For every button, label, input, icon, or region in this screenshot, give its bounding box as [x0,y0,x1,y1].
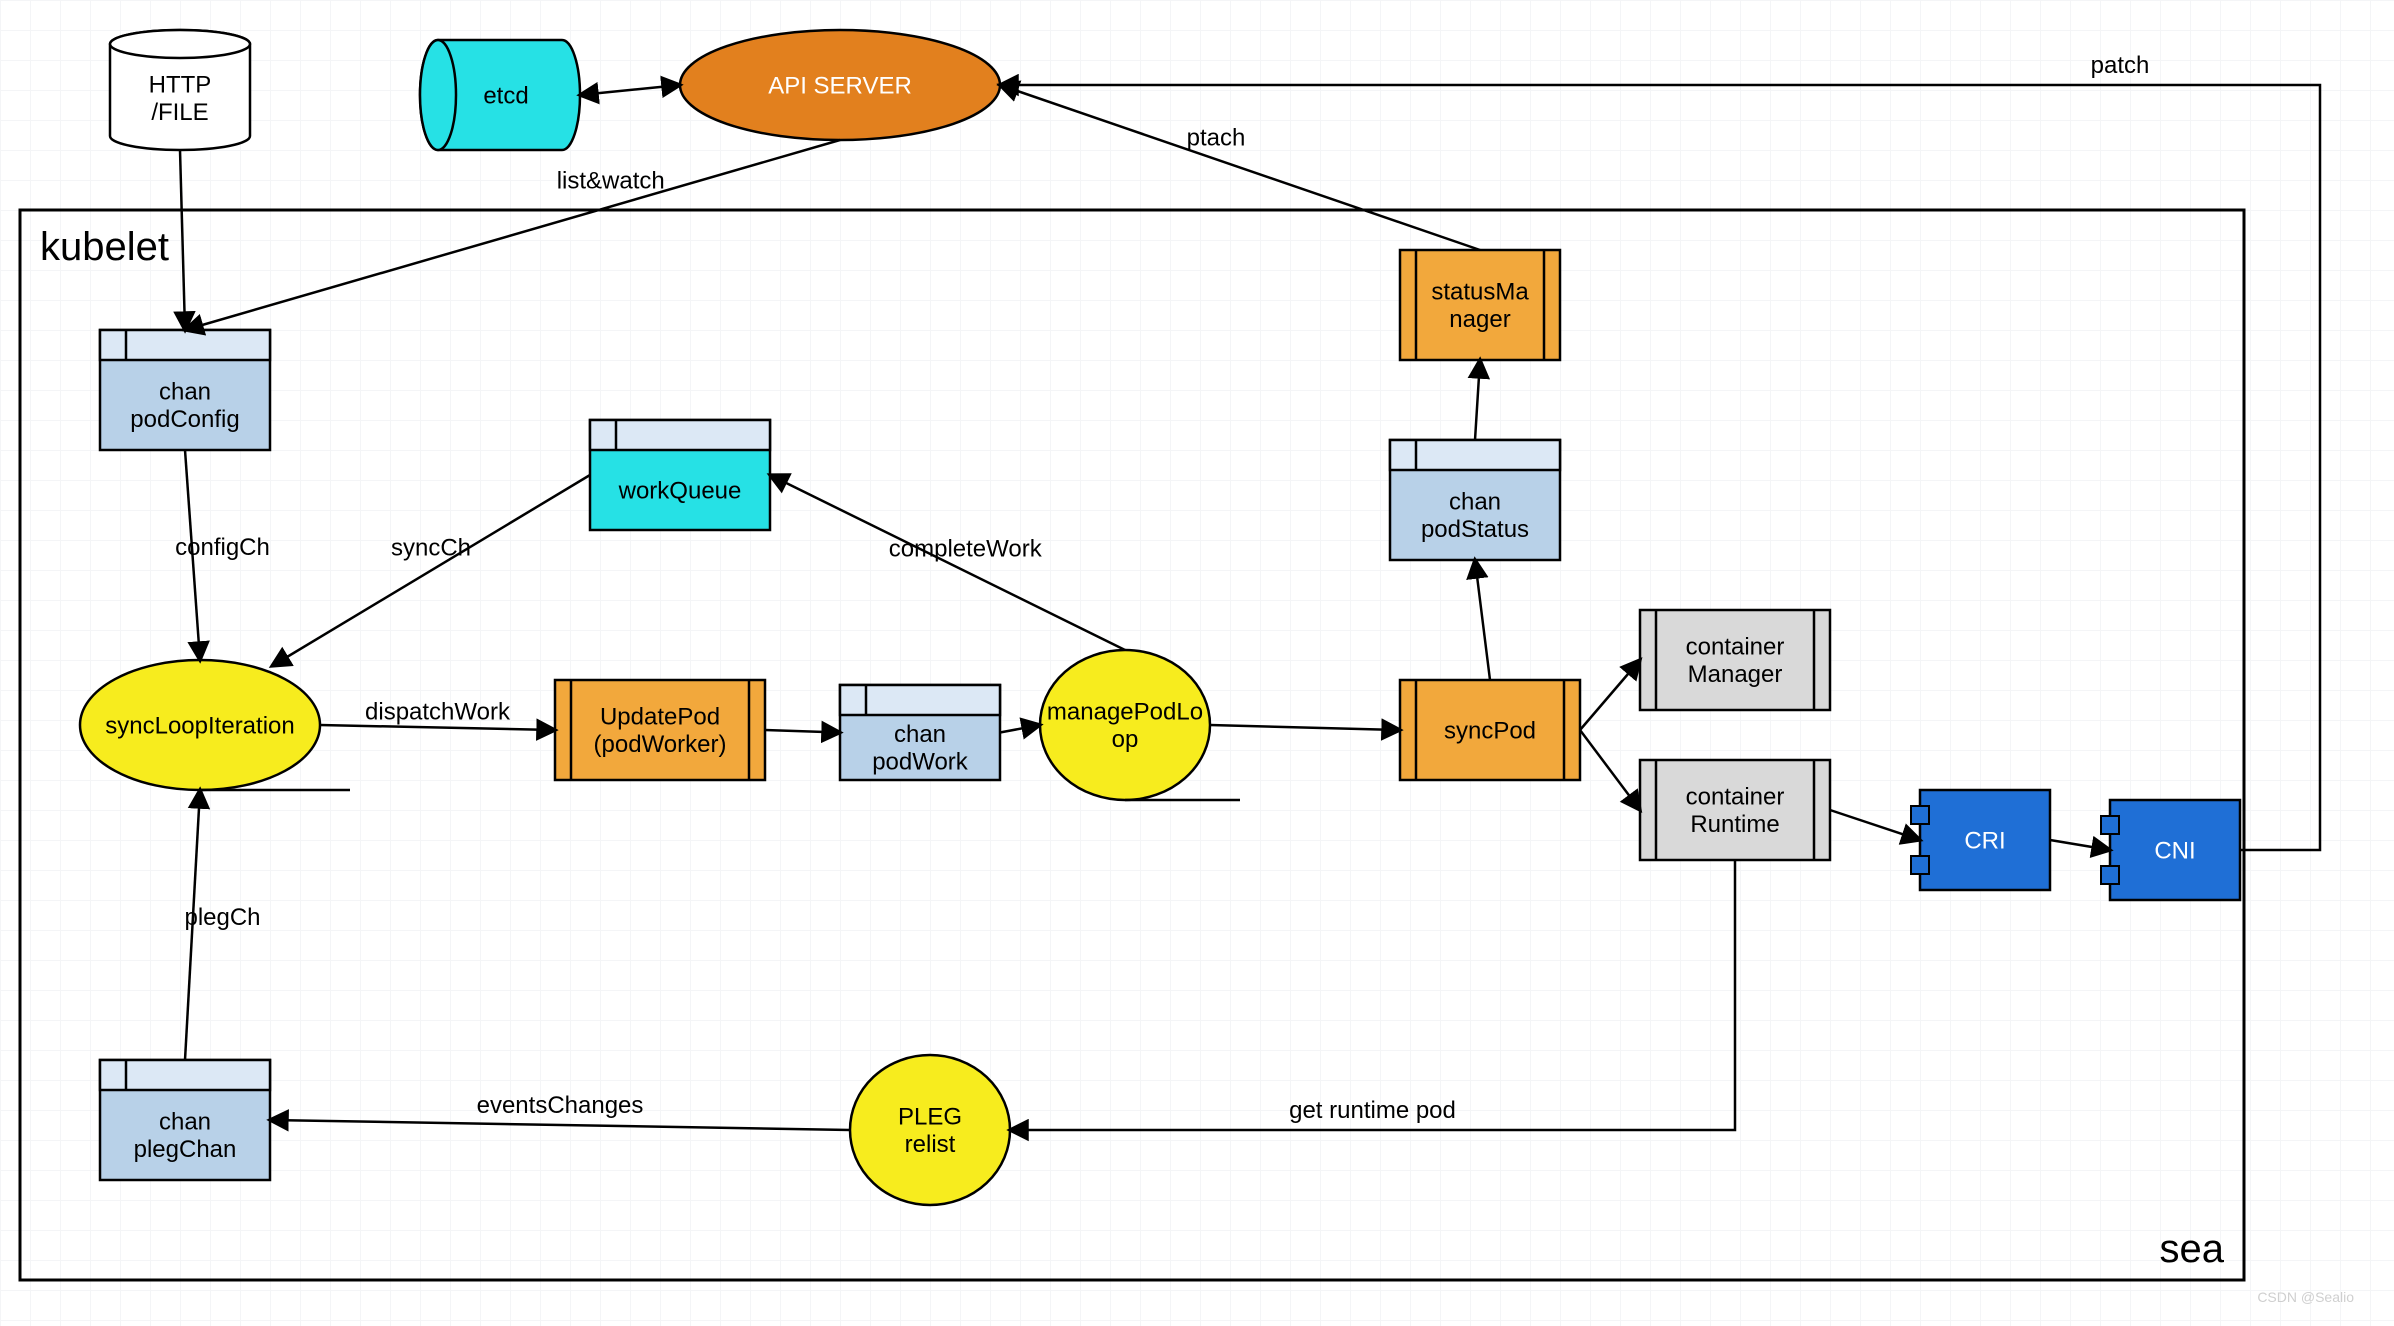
edge-label-17: get runtime pod [1289,1097,1456,1124]
svg-text:containerRuntime: containerRuntime [1686,784,1785,839]
node-cni: CNI [2101,800,2240,900]
edge-syncPod-containerMgr [1580,660,1640,730]
edge-label-18: eventsChanges [477,1092,644,1119]
svg-text:containerManager: containerManager [1686,634,1785,689]
edge-chanPodWork-managePodLoop [1000,725,1040,733]
edge-containerRt-cri [1830,810,1920,840]
svg-text:syncPod: syncPod [1444,717,1536,744]
edge-managePodLoop-syncPod [1210,725,1400,730]
node-apiserver: API SERVER [680,30,1000,140]
edge-statusManager-apiserver [1000,85,1480,250]
svg-text:workQueue: workQueue [618,477,742,504]
edge-containerRt-plegRelist [1010,860,1735,1130]
edge-managePodLoop-workQueue [770,475,1125,650]
watermark: CSDN @Sealio [2257,1289,2354,1305]
node-chanPodStatus: chanpodStatus [1390,440,1560,560]
diagram-canvas: kubelet sea CSDN @Sealio HTTP/FILE etcd API S… [0,0,2394,1326]
svg-text:CRI: CRI [1964,827,2005,854]
edge-syncLoopIter-updatePod [320,725,555,730]
node-syncLoopIter: syncLoopIteration [80,660,350,790]
node-cri: CRI [1911,790,2050,890]
svg-text:UpdatePod(podWorker): UpdatePod(podWorker) [594,704,727,759]
svg-text:PLEGrelist: PLEGrelist [898,1104,962,1159]
node-workQueue: workQueue [590,420,770,530]
node-statusManager: statusManager [1400,250,1560,360]
node-updatePod: UpdatePod(podWorker) [555,680,765,780]
edge-httpfile-chanPodConfig [180,150,185,330]
node-chanPodConfig: chanpodConfig [100,330,270,450]
edge-apiserver-chanPodConfig [185,140,840,330]
edge-syncPod-containerRt [1580,730,1640,810]
svg-text:etcd: etcd [483,82,528,109]
edge-label-5: dispatchWork [365,699,511,726]
node-chanPlegChan: chanplegChan [100,1060,270,1180]
edge-label-12: ptach [1187,124,1246,151]
edge-label-4: syncCh [391,535,471,562]
edge-label-20: patch [2091,52,2150,79]
node-plegRelist: PLEGrelist [850,1055,1010,1205]
kubelet-label: kubelet [40,225,169,269]
edge-etcd-apiserver [580,85,680,95]
edge-label-2: list&watch [557,168,665,195]
edge-label-19: plegCh [184,904,260,931]
svg-text:HTTP/FILE: HTTP/FILE [149,72,212,127]
edge-syncPod-chanPodStatus [1475,560,1490,680]
edge-workQueue-syncLoopIter [272,475,590,666]
node-chanPodWork: chanpodWork [840,685,1000,780]
edge-chanPodStatus-statusManager [1475,360,1480,440]
edge-label-8: completeWork [889,535,1043,562]
node-containerRt: containerRuntime [1640,760,1830,860]
edge-plegRelist-chanPlegChan [270,1120,850,1130]
edge-updatePod-chanPodWork [765,730,840,733]
edge-cri-cni [2050,840,2110,850]
node-httpfile: HTTP/FILE [110,30,250,150]
node-etcd: etcd [420,40,580,150]
edge-label-3: configCh [175,534,270,561]
svg-text:syncLoopIteration: syncLoopIteration [105,712,294,739]
node-containerMgr: containerManager [1640,610,1830,710]
svg-text:CNI: CNI [2154,837,2195,864]
sea-label: sea [2160,1227,2225,1271]
node-syncPod: syncPod [1400,680,1580,780]
svg-text:API SERVER: API SERVER [768,72,912,99]
